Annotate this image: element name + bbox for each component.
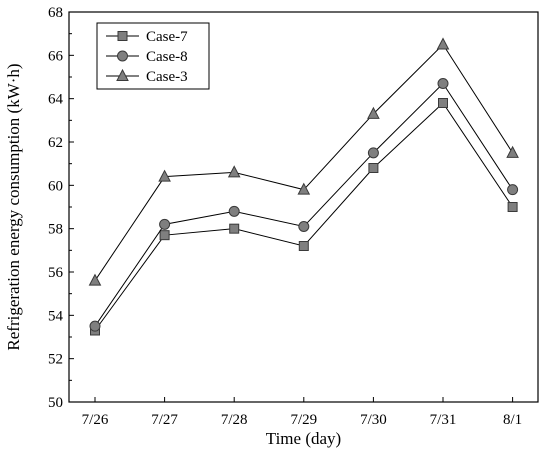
data-point-case-8 [228, 205, 240, 217]
x-tick-label: 7/31 [430, 412, 457, 428]
data-point-case-8 [507, 184, 519, 196]
y-tick-label: 64 [48, 92, 64, 108]
x-axis-label: Time (day) [266, 429, 341, 448]
data-point-case-7 [507, 202, 518, 212]
legend-label-case-8: Case-8 [146, 49, 188, 65]
data-point-case-3 [88, 273, 102, 286]
data-point-case-3 [436, 37, 450, 50]
y-tick-label: 58 [48, 222, 63, 238]
y-tick-label: 62 [48, 135, 63, 151]
x-tick-label: 8/1 [503, 412, 522, 428]
series-line-case-8 [94, 82, 514, 327]
series-line-case-7 [94, 102, 514, 331]
data-point-case-7 [159, 230, 170, 241]
data-point-case-7 [368, 163, 379, 173]
data-point-case-3 [158, 169, 171, 182]
series-case-3 [88, 37, 519, 286]
data-point-case-7 [438, 98, 448, 108]
x-tick-label: 7/26 [82, 412, 109, 428]
data-point-case-7 [298, 241, 309, 251]
data-point-case-8 [159, 218, 171, 230]
legend-label-case-3: Case-3 [146, 69, 188, 85]
y-tick-label: 66 [48, 48, 64, 64]
y-tick-label: 52 [48, 352, 63, 368]
x-axis: 7/26 7/27 7/28 7/29 7/30 7/31 8/1 [82, 397, 522, 428]
series-case-7 [90, 98, 518, 336]
legend-marker-case-3 [116, 68, 129, 81]
x-tick-label: 7/30 [360, 412, 387, 428]
legend-label-case-7: Case-7 [146, 29, 188, 45]
y-axis: 50 52 54 56 58 60 62 64 66 68 [48, 5, 74, 411]
data-point-case-8 [437, 78, 449, 89]
data-point-case-8 [89, 320, 101, 332]
x-tick-label: 7/29 [290, 412, 317, 428]
y-axis-label: Refrigeration energy consumption (kW·h) [4, 63, 23, 350]
data-point-case-3 [227, 165, 241, 178]
legend-marker-case-7 [117, 31, 128, 41]
y-tick-label: 60 [48, 178, 63, 194]
series-case-8 [89, 78, 519, 332]
legend-marker-case-8 [117, 50, 128, 62]
series-layer [88, 37, 519, 336]
x-tick-label: 7/27 [151, 412, 178, 428]
data-point-case-7 [229, 223, 240, 234]
y-tick-label: 56 [48, 265, 64, 281]
x-tick-label: 7/28 [221, 412, 248, 428]
legend: Case-7 Case-8 Case-3 [96, 22, 210, 90]
data-point-case-3 [297, 182, 311, 195]
data-point-case-8 [367, 147, 379, 159]
y-tick-label: 68 [48, 5, 63, 21]
data-point-case-3 [367, 106, 380, 119]
y-tick-label: 54 [48, 308, 64, 324]
data-point-case-3 [506, 145, 519, 158]
data-point-case-8 [298, 221, 310, 232]
y-tick-label: 50 [48, 395, 63, 411]
